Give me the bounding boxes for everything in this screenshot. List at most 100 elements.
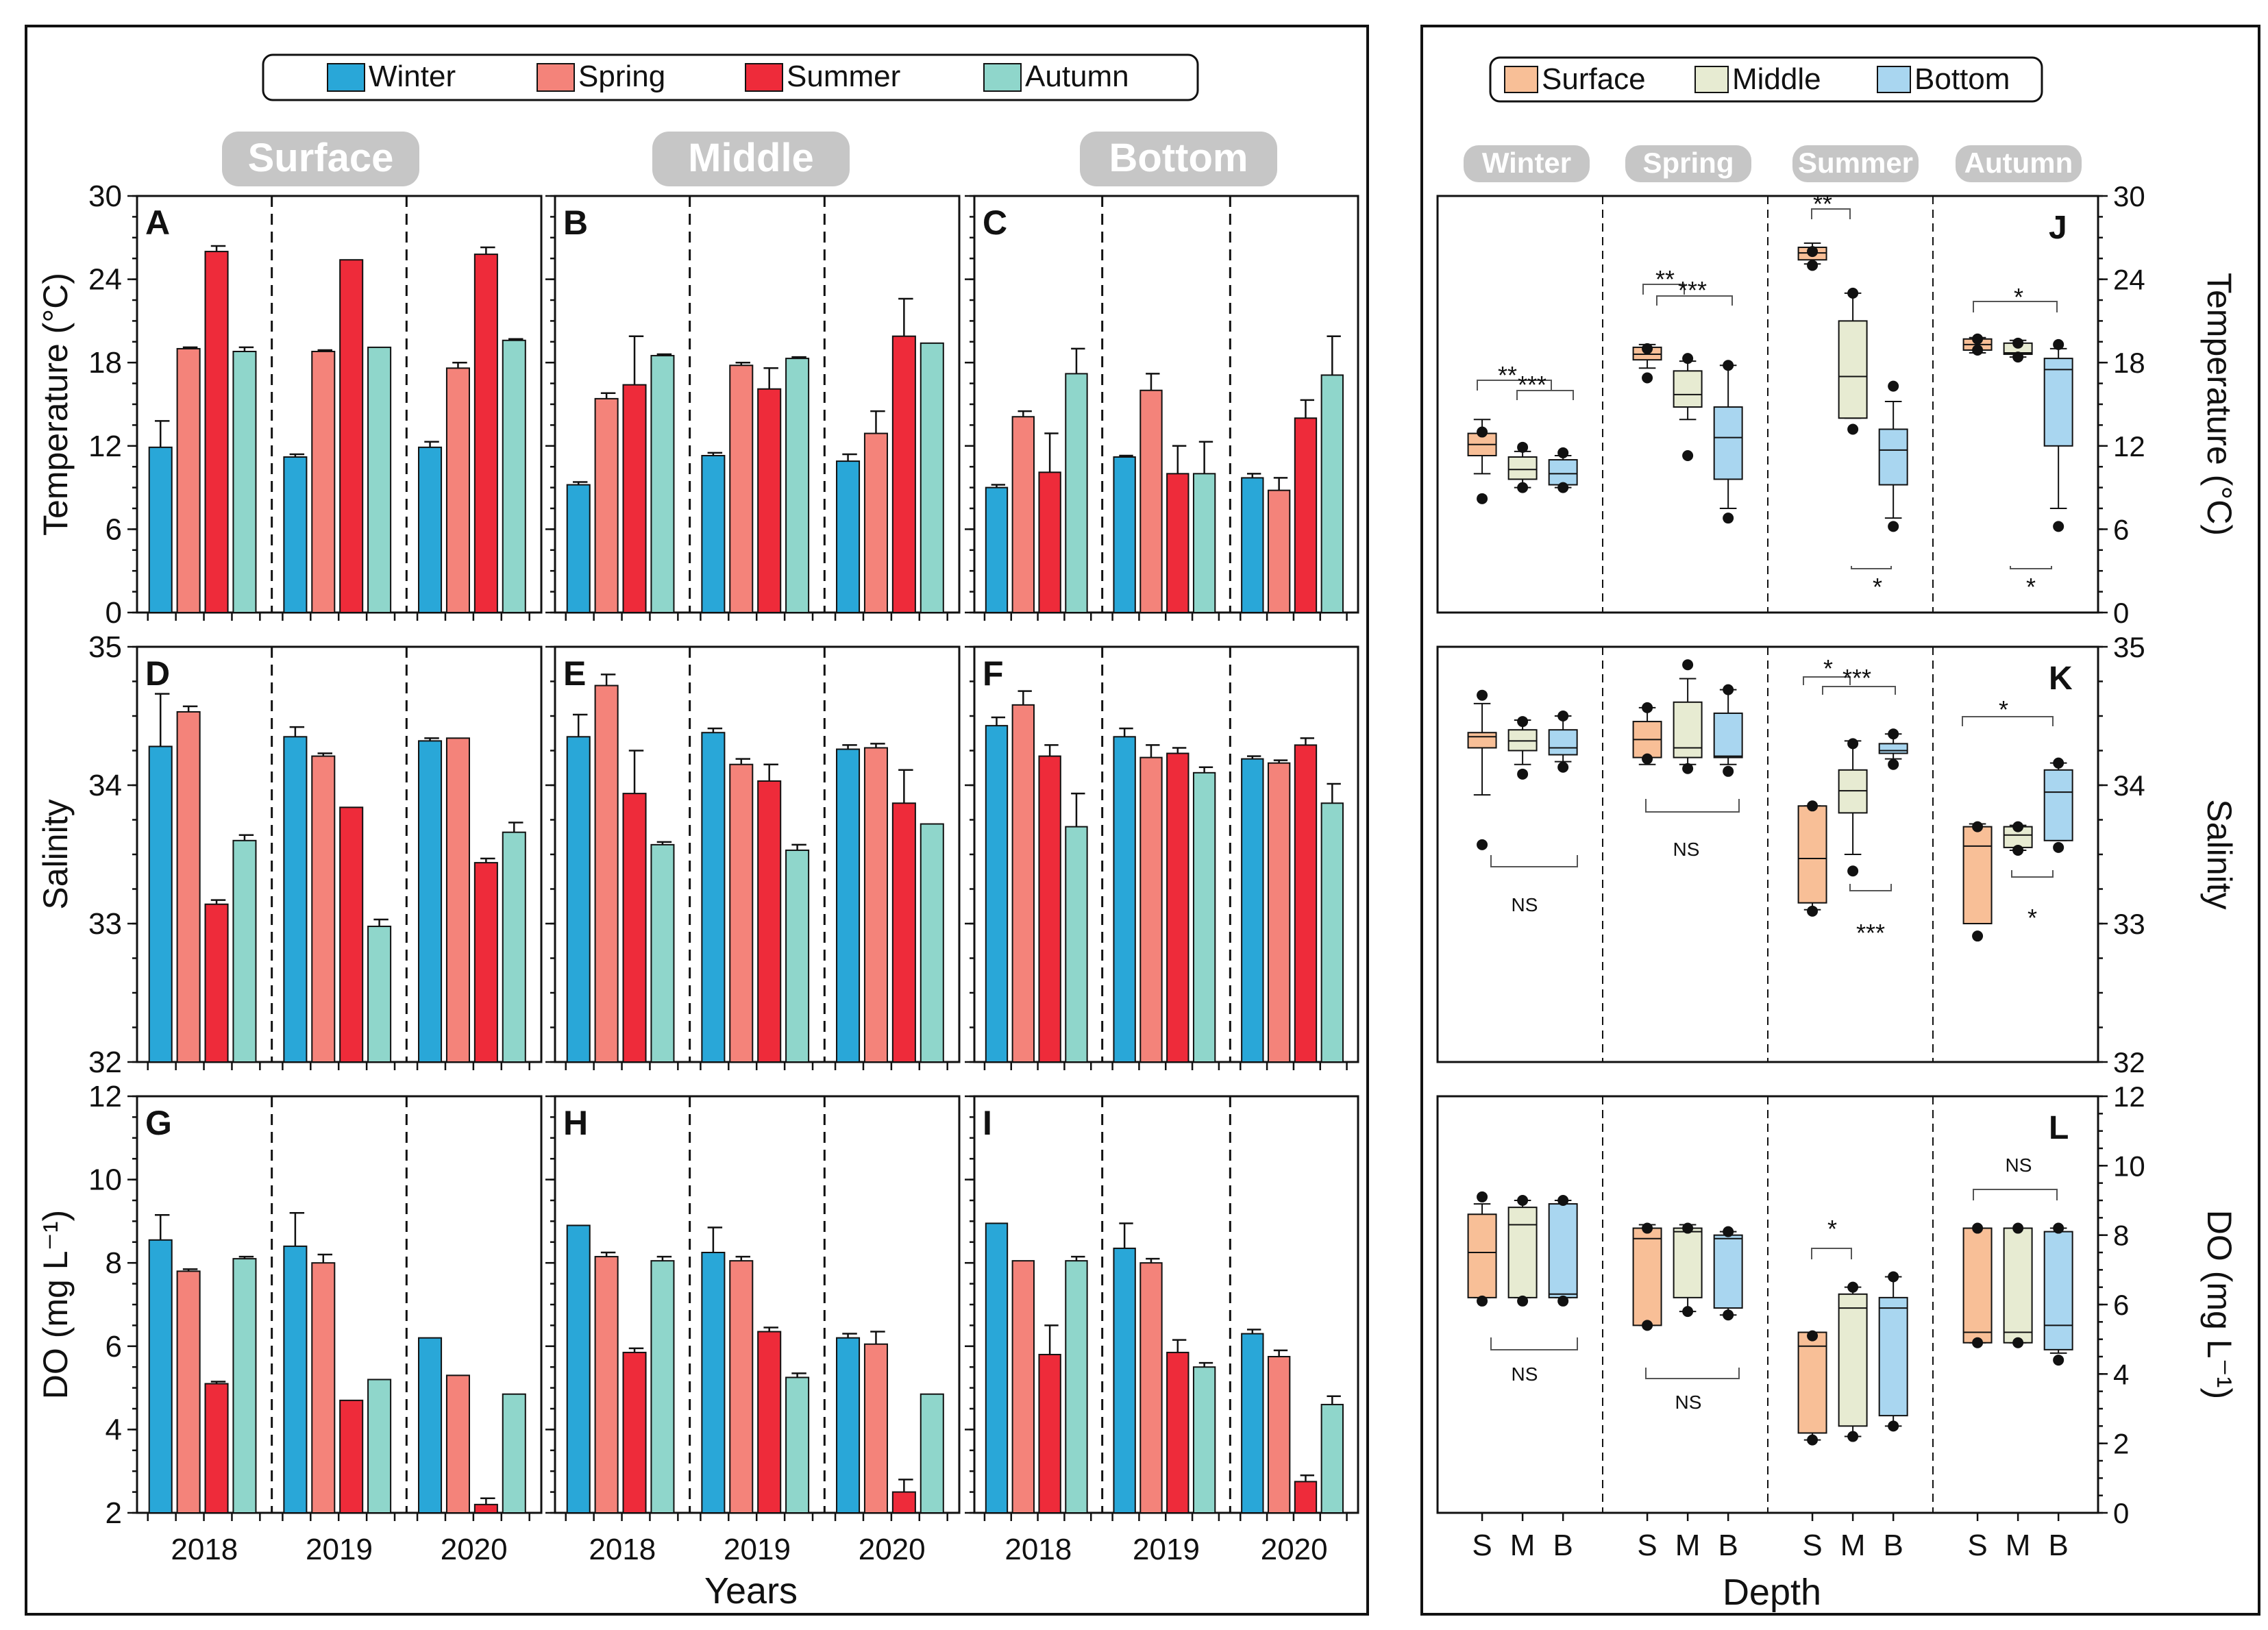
- box-panel-J: 0 6 12 18 24 30 J: [1436, 180, 2145, 629]
- significance-label: ***: [1518, 371, 1546, 399]
- significance-bracket: [1822, 686, 1896, 695]
- panel-letter: H: [563, 1104, 588, 1142]
- depth-title-pill: [222, 132, 419, 186]
- legend-swatch-bottom: [1877, 66, 1911, 93]
- significance-label: ***: [1856, 919, 1885, 947]
- season-title-pill: [1625, 145, 1751, 182]
- y-tick-label: 30: [2113, 180, 2145, 212]
- bar-summer: [1294, 417, 1318, 613]
- y-tick-label: 33: [2113, 908, 2145, 940]
- significance-label: *: [2027, 904, 2037, 932]
- significance-bracket: [1811, 1248, 1852, 1259]
- bar-summer: [891, 802, 916, 1063]
- bar-spring: [311, 1262, 336, 1514]
- outlier-point: [1847, 1431, 1859, 1442]
- y-tick-label: 32: [88, 1046, 122, 1079]
- y-axis-label-right-temperature: Temperature (°C): [2200, 273, 2239, 536]
- bar-summer: [473, 1503, 498, 1514]
- significance-label: *: [1827, 1215, 1837, 1243]
- depth-title-surface: Surface: [248, 136, 394, 180]
- y-tick-label: 10: [2113, 1150, 2145, 1182]
- bar-autumn: [232, 839, 257, 1063]
- significance-bracket: [1803, 676, 1851, 685]
- bar-spring: [1011, 1260, 1035, 1514]
- bar-winter: [148, 446, 173, 613]
- y-axis-label-right-salinity: Salinity: [2200, 799, 2239, 909]
- box-bottom: [1878, 1296, 1908, 1417]
- significance-label: *: [1823, 654, 1833, 682]
- significance-bracket: [1645, 1368, 1740, 1379]
- depth-tick-label: B: [2048, 1529, 2068, 1562]
- depth-legend: Surface Middle Bottom: [1489, 56, 2043, 103]
- season-title-pill: [1792, 145, 1919, 182]
- outlier-point: [2053, 1355, 2064, 1366]
- legend-label-spring: Spring: [578, 60, 665, 93]
- depth-title-middle: Middle: [688, 136, 814, 180]
- year-label: 2020: [441, 1533, 508, 1566]
- outlier-point: [1517, 716, 1529, 728]
- outlier-point: [2053, 757, 2064, 769]
- legend-label-middle: Middle: [1732, 62, 1821, 96]
- bar-summer: [757, 780, 782, 1063]
- bar-spring: [863, 432, 888, 613]
- year-label: 2018: [589, 1533, 656, 1566]
- year-label: 2019: [724, 1533, 791, 1566]
- outlier-point: [1642, 1320, 1653, 1331]
- bar-panel-F: F: [965, 645, 1359, 1070]
- bar-winter: [148, 1239, 173, 1514]
- depth-tick-label: B: [1553, 1529, 1573, 1562]
- y-tick-label: 24: [2113, 264, 2145, 296]
- bar-spring: [1011, 416, 1035, 613]
- outlier-point: [1847, 738, 1859, 750]
- y-tick-label: 6: [106, 1330, 122, 1363]
- y-axis-label-temperature: Temperature (°C): [36, 273, 75, 536]
- bar-winter: [148, 745, 173, 1063]
- panel-frame: [554, 1095, 961, 1514]
- bar-spring: [445, 367, 470, 613]
- outlier-point: [1888, 728, 1899, 740]
- y-tick-label: 6: [2113, 1289, 2129, 1321]
- y-tick-label: 35: [2113, 631, 2145, 663]
- outlier-point: [1642, 343, 1653, 354]
- box-bottom: [1878, 743, 1908, 754]
- bar-autumn: [502, 831, 526, 1063]
- bar-winter: [566, 736, 591, 1063]
- box-middle: [1673, 370, 1703, 408]
- bar-summer: [1294, 1481, 1318, 1514]
- outlier-point: [1517, 441, 1529, 453]
- box-surface: [1467, 732, 1497, 749]
- outlier-point: [1557, 1195, 1569, 1206]
- bar-spring: [176, 347, 201, 613]
- outlier-point: [1642, 702, 1653, 713]
- bar-winter: [418, 446, 443, 613]
- bar-winter: [701, 454, 726, 614]
- bar-summer: [204, 903, 229, 1063]
- outlier-point: [1847, 865, 1859, 877]
- legend-label-summer: Summer: [787, 60, 900, 93]
- box-middle: [1507, 456, 1538, 480]
- bar-spring: [863, 1343, 888, 1514]
- legend-label-bottom: Bottom: [1914, 62, 2010, 96]
- bar-winter: [836, 1337, 861, 1514]
- bar-autumn: [1320, 374, 1344, 613]
- outlier-point: [1477, 689, 1488, 701]
- bar-autumn: [1192, 473, 1216, 613]
- outlier-point: [1477, 1295, 1488, 1307]
- bar-spring: [1011, 704, 1035, 1063]
- bar-summer: [1038, 1353, 1061, 1514]
- legend-label-winter: Winter: [369, 60, 456, 93]
- bar-autumn: [1320, 1403, 1344, 1514]
- outlier-point: [1888, 1271, 1899, 1283]
- bar-summer: [622, 793, 647, 1063]
- year-label: 2019: [306, 1533, 373, 1566]
- bar-spring: [445, 1374, 470, 1514]
- outlier-point: [1557, 761, 1569, 773]
- significance-label: NS: [1675, 1392, 1702, 1413]
- y-tick-label: 24: [88, 263, 122, 297]
- season-legend-box: [262, 53, 1199, 101]
- outlier-point: [1642, 372, 1653, 384]
- significance-bracket: [1516, 390, 1574, 400]
- significance-label: **: [1655, 265, 1675, 293]
- bar-summer: [473, 254, 498, 613]
